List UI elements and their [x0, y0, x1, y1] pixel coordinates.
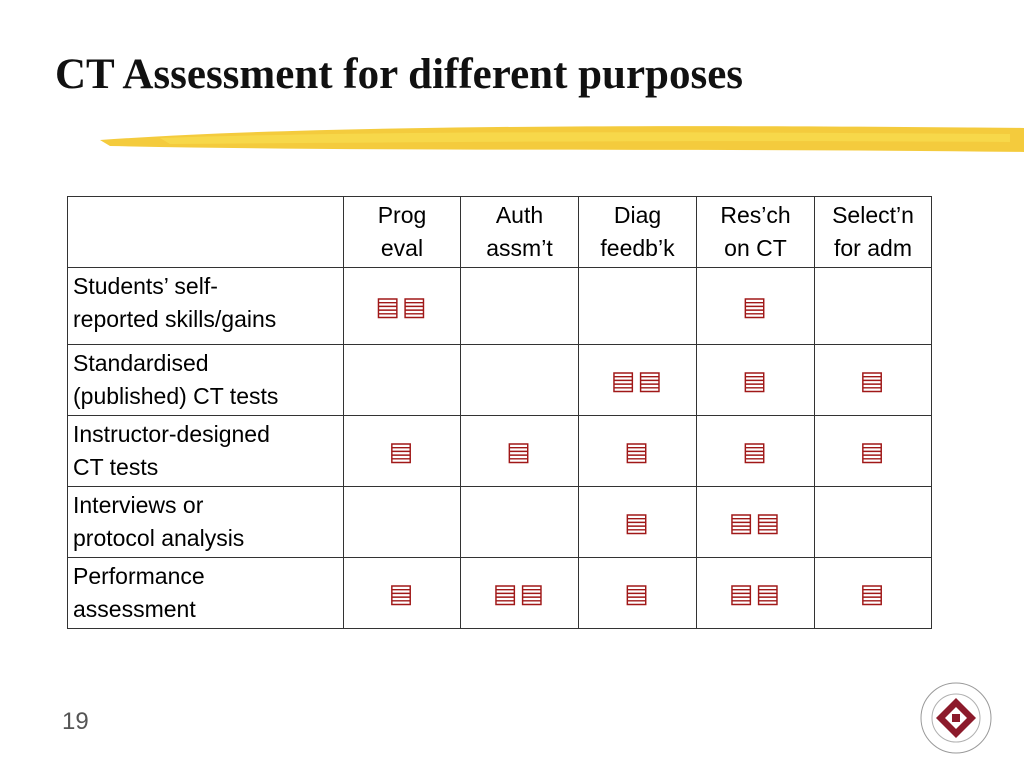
check-cell: ▤ — [578, 415, 697, 487]
table-row: Standardised (published) CT tests ▤▤ ▤ ▤ — [67, 344, 932, 416]
corner-cell — [67, 196, 344, 268]
empty-cell — [814, 486, 932, 558]
empty-cell — [460, 267, 579, 345]
header-row: Prog eval Auth assm’t Diag feedb’k Res’ch o… — [67, 196, 932, 268]
empty-cell — [343, 486, 461, 558]
check-cell: ▤▤ — [460, 557, 579, 629]
check-cell: ▤ — [578, 557, 697, 629]
slide-title: CT Assessment for different purposes — [55, 51, 744, 98]
check-cell: ▤ — [814, 344, 932, 416]
assessment-table: Prog eval Auth assm’t Diag feedb’k Res’ch o… — [67, 196, 932, 629]
column-header: Select’n for adm — [814, 196, 932, 268]
empty-cell — [814, 267, 932, 345]
row-label: Interviews or protocol analysis — [67, 486, 344, 558]
check-cell: ▤ — [814, 557, 932, 629]
table-row: Instructor-designed CT tests ▤ ▤ ▤ ▤ ▤ — [67, 415, 932, 487]
column-header: Res’ch on CT — [696, 196, 815, 268]
table-row: Performance assessment ▤ ▤▤ ▤ ▤▤ ▤ — [67, 557, 932, 629]
row-label: Instructor-designed CT tests — [67, 415, 344, 487]
check-cell: ▤ — [578, 486, 697, 558]
row-label: Standardised (published) CT tests — [67, 344, 344, 416]
empty-cell — [460, 486, 579, 558]
page-number: 19 — [62, 708, 89, 735]
table-row: Students’ self- reported skills/gains ▤▤ ▤ — [67, 267, 932, 345]
row-label: Performance assessment — [67, 557, 344, 629]
empty-cell — [460, 344, 579, 416]
check-cell: ▤ — [343, 415, 461, 487]
row-label: Students’ self- reported skills/gains — [67, 267, 344, 345]
check-cell: ▤ — [814, 415, 932, 487]
check-cell: ▤▤ — [343, 267, 461, 345]
column-header: Prog eval — [343, 196, 461, 268]
empty-cell — [343, 344, 461, 416]
highlight-stroke — [100, 126, 1024, 152]
empty-cell — [578, 267, 697, 345]
check-cell: ▤▤ — [696, 557, 815, 629]
column-header: Diag feedb’k — [578, 196, 697, 268]
check-cell: ▤ — [696, 267, 815, 345]
table-row: Interviews or protocol analysis ▤ ▤▤ — [67, 486, 932, 558]
university-logo — [920, 682, 992, 754]
check-cell: ▤ — [460, 415, 579, 487]
check-cell: ▤ — [696, 415, 815, 487]
check-cell: ▤▤ — [578, 344, 697, 416]
check-cell: ▤ — [343, 557, 461, 629]
column-header: Auth assm’t — [460, 196, 579, 268]
check-cell: ▤▤ — [696, 486, 815, 558]
check-cell: ▤ — [696, 344, 815, 416]
